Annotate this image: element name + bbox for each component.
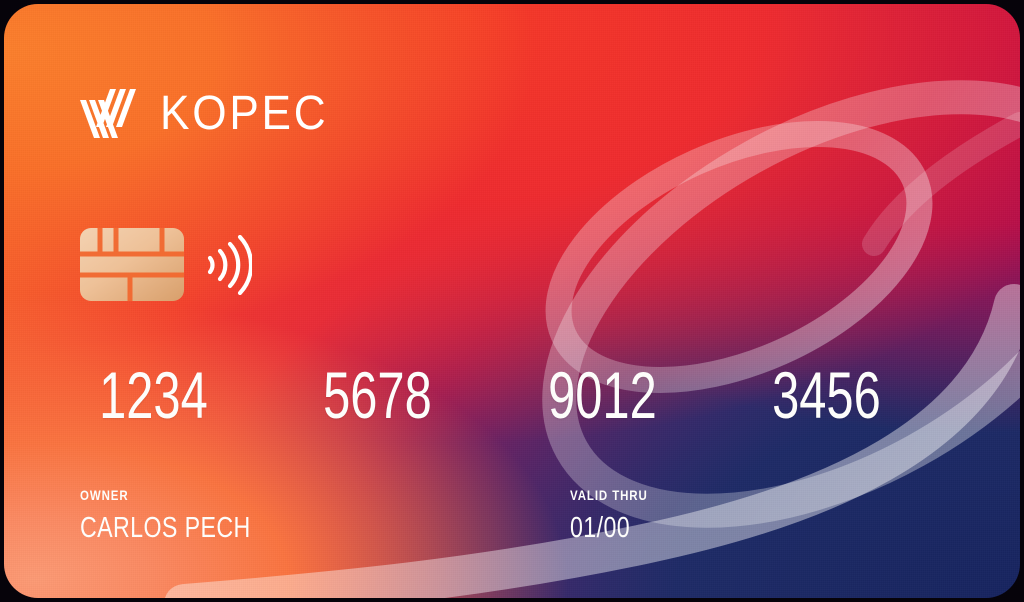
chip-and-contactless (80, 228, 252, 301)
owner-label: OWNER (80, 487, 129, 503)
card-number: 1234 5678 9012 3456 (80, 362, 900, 428)
card-number-group-4: 3456 (772, 358, 881, 432)
card-expiry-field: VALID THRU 01/00 (570, 488, 665, 544)
valid-thru-label: VALID THRU (570, 487, 648, 503)
contactless-payment-icon (207, 234, 252, 295)
brand-logo: KOPEC (80, 88, 343, 140)
emv-chip-icon (80, 228, 184, 301)
card-owner-field: OWNER CARLOS PECH (80, 488, 293, 544)
ribbon-tail (164, 284, 1020, 598)
card-number-group-3: 9012 (547, 358, 657, 432)
ribbon-crossover (862, 112, 1020, 256)
owner-name: CARLOS PECH (80, 512, 251, 544)
valid-thru-value: 01/00 (570, 512, 631, 544)
credit-card[interactable]: KOPEC (4, 4, 1020, 598)
chip-body (80, 228, 184, 301)
chevron-stripes-logo-icon (80, 89, 136, 138)
chip-contacts (80, 228, 184, 301)
brand-name: KOPEC (160, 87, 329, 140)
card-number-group-2: 5678 (323, 358, 433, 432)
card-number-group-1: 1234 (99, 358, 208, 432)
